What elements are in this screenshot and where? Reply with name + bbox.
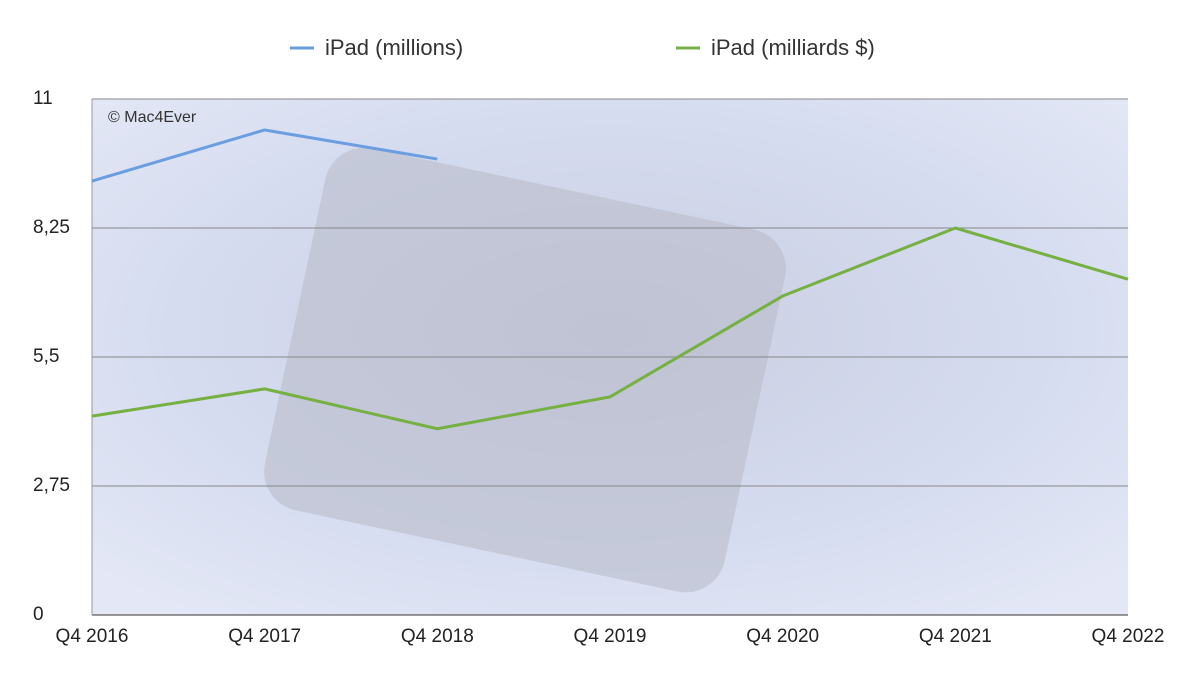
y-tick-label: 8,25 xyxy=(33,217,70,238)
x-tick-label: Q4 2018 xyxy=(401,626,474,647)
x-tick-label: Q4 2020 xyxy=(746,626,819,647)
series-line xyxy=(91,226,1129,431)
x-tick-label: Q4 2019 xyxy=(574,626,647,647)
legend-label: iPad (millions) xyxy=(325,35,463,60)
y-tick-label: 5,5 xyxy=(33,346,59,367)
background-phone xyxy=(264,147,786,593)
x-tick-label: Q4 2016 xyxy=(56,626,129,647)
legend-label: iPad (milliards $) xyxy=(711,35,875,60)
series-line xyxy=(91,128,438,183)
x-tick-label: Q4 2017 xyxy=(228,626,301,647)
x-tick-label: Q4 2021 xyxy=(919,626,992,647)
y-tick-label: 11 xyxy=(33,88,53,109)
x-tick-label: Q4 2022 xyxy=(1092,626,1165,647)
watermark: © Mac4Ever xyxy=(108,109,197,126)
y-tick-label: 2,75 xyxy=(33,475,70,496)
y-tick-label: 0 xyxy=(33,604,44,625)
